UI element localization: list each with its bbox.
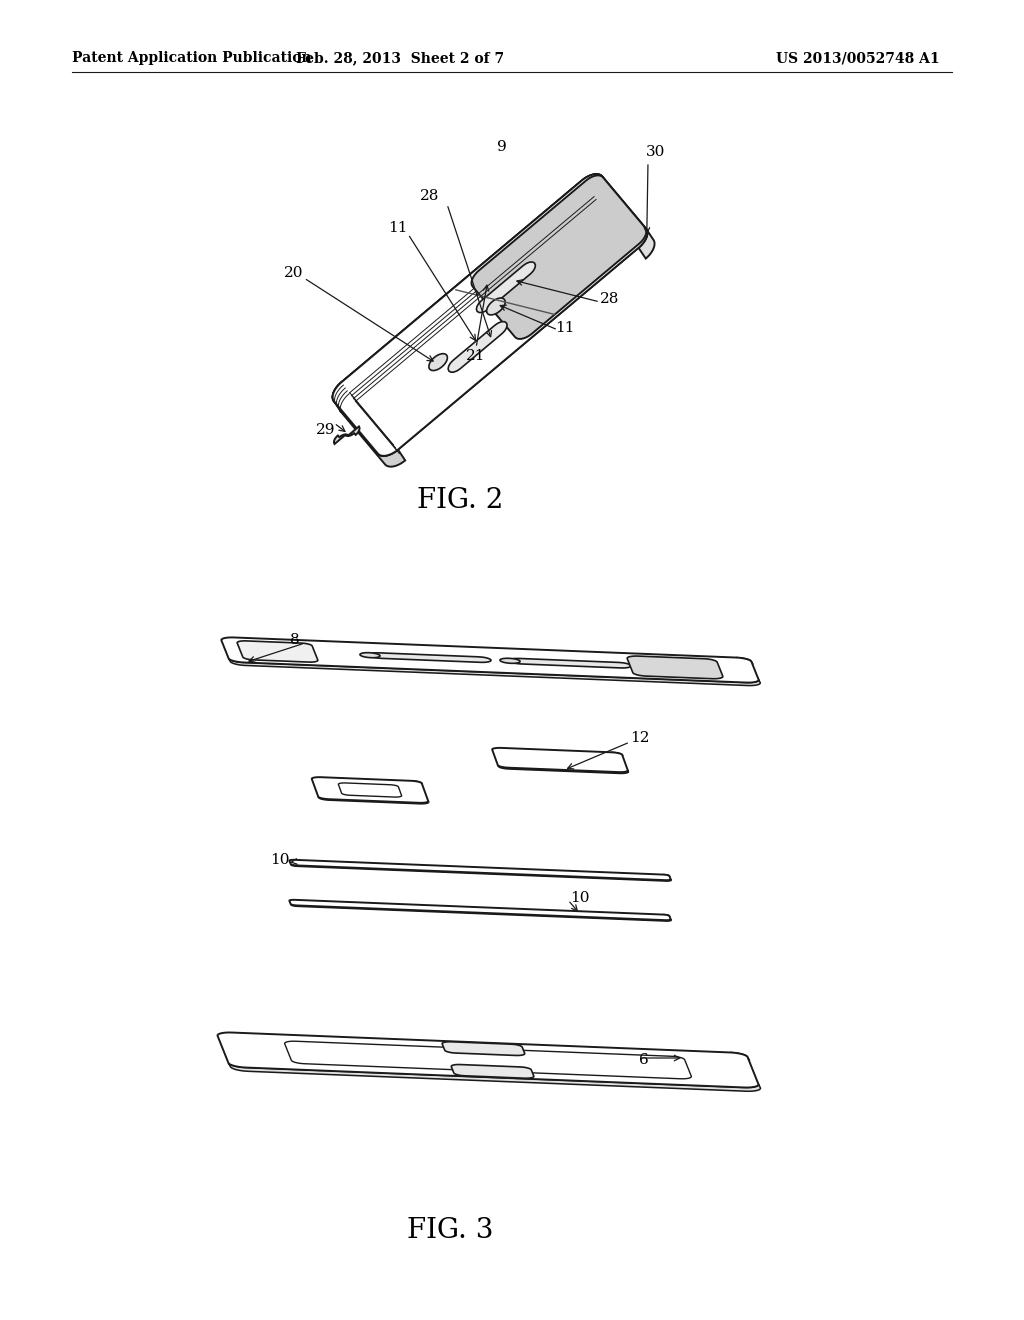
Polygon shape	[228, 1063, 761, 1092]
Polygon shape	[311, 777, 428, 803]
Polygon shape	[442, 1041, 524, 1056]
Polygon shape	[736, 657, 753, 664]
Text: 30: 30	[646, 145, 666, 158]
Polygon shape	[291, 904, 671, 921]
Polygon shape	[730, 1052, 750, 1061]
Text: 12: 12	[630, 731, 650, 744]
Text: 20: 20	[285, 267, 304, 280]
Text: Patent Application Publication: Patent Application Publication	[72, 51, 311, 65]
Polygon shape	[333, 383, 406, 467]
Polygon shape	[369, 653, 490, 663]
Text: 10: 10	[270, 853, 290, 867]
Text: 10: 10	[570, 891, 590, 906]
Polygon shape	[290, 859, 671, 880]
Polygon shape	[333, 174, 647, 455]
Polygon shape	[338, 783, 401, 797]
Text: Feb. 28, 2013  Sheet 2 of 7: Feb. 28, 2013 Sheet 2 of 7	[296, 51, 504, 65]
Text: 29: 29	[316, 422, 336, 437]
Polygon shape	[429, 354, 447, 371]
Polygon shape	[486, 298, 505, 315]
Polygon shape	[498, 766, 629, 774]
Polygon shape	[334, 426, 359, 444]
Polygon shape	[318, 796, 429, 804]
Polygon shape	[291, 865, 671, 880]
Polygon shape	[411, 781, 422, 784]
Polygon shape	[333, 174, 609, 412]
Text: 11: 11	[388, 220, 408, 235]
Text: FIG. 3: FIG. 3	[407, 1217, 494, 1243]
Polygon shape	[611, 752, 623, 756]
Polygon shape	[639, 228, 654, 259]
Polygon shape	[493, 748, 628, 772]
Polygon shape	[509, 659, 631, 668]
Text: 21: 21	[466, 348, 485, 363]
Text: 6: 6	[639, 1053, 649, 1067]
Polygon shape	[285, 1041, 691, 1078]
Text: 28: 28	[420, 189, 439, 203]
Text: 9: 9	[497, 140, 507, 154]
Polygon shape	[452, 1064, 534, 1078]
Polygon shape	[663, 915, 670, 917]
Text: FIG. 2: FIG. 2	[417, 487, 503, 513]
Text: 11: 11	[555, 321, 574, 335]
Polygon shape	[217, 1032, 759, 1088]
Polygon shape	[221, 638, 759, 682]
Polygon shape	[238, 642, 317, 663]
Polygon shape	[360, 652, 380, 657]
Polygon shape	[449, 322, 507, 372]
Text: 28: 28	[600, 292, 620, 306]
Polygon shape	[471, 176, 646, 339]
Text: 8: 8	[290, 634, 300, 647]
Polygon shape	[500, 659, 520, 664]
Polygon shape	[228, 659, 760, 685]
Polygon shape	[663, 875, 670, 876]
Polygon shape	[627, 656, 723, 678]
Text: US 2013/0052748 A1: US 2013/0052748 A1	[776, 51, 940, 65]
Polygon shape	[290, 900, 671, 920]
Polygon shape	[476, 263, 536, 313]
Polygon shape	[333, 174, 647, 455]
